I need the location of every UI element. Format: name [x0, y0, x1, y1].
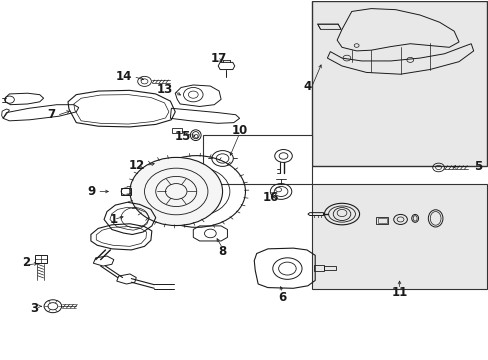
Text: 11: 11 — [390, 287, 407, 300]
Bar — [314, 265, 324, 271]
Text: 12: 12 — [128, 159, 144, 172]
Text: 3: 3 — [31, 302, 39, 315]
Circle shape — [130, 157, 222, 226]
Text: 13: 13 — [156, 83, 172, 96]
Bar — [35, 255, 46, 263]
Text: 7: 7 — [47, 108, 55, 121]
Text: 16: 16 — [263, 191, 279, 204]
Text: 17: 17 — [211, 52, 227, 65]
Text: 6: 6 — [278, 291, 286, 304]
Text: 15: 15 — [174, 130, 190, 143]
Bar — [203, 135, 311, 184]
Bar — [311, 1, 487, 166]
Bar — [324, 266, 335, 270]
Bar — [377, 218, 386, 223]
Bar — [311, 184, 487, 289]
Text: 9: 9 — [87, 185, 96, 198]
Bar — [121, 188, 131, 195]
Text: 10: 10 — [231, 124, 247, 137]
Bar — [375, 217, 387, 224]
Text: 8: 8 — [218, 245, 226, 258]
Text: 4: 4 — [303, 80, 311, 93]
Text: 14: 14 — [116, 69, 132, 82]
Text: 2: 2 — [22, 256, 30, 269]
Text: 1: 1 — [109, 213, 118, 226]
Text: 5: 5 — [473, 160, 481, 173]
